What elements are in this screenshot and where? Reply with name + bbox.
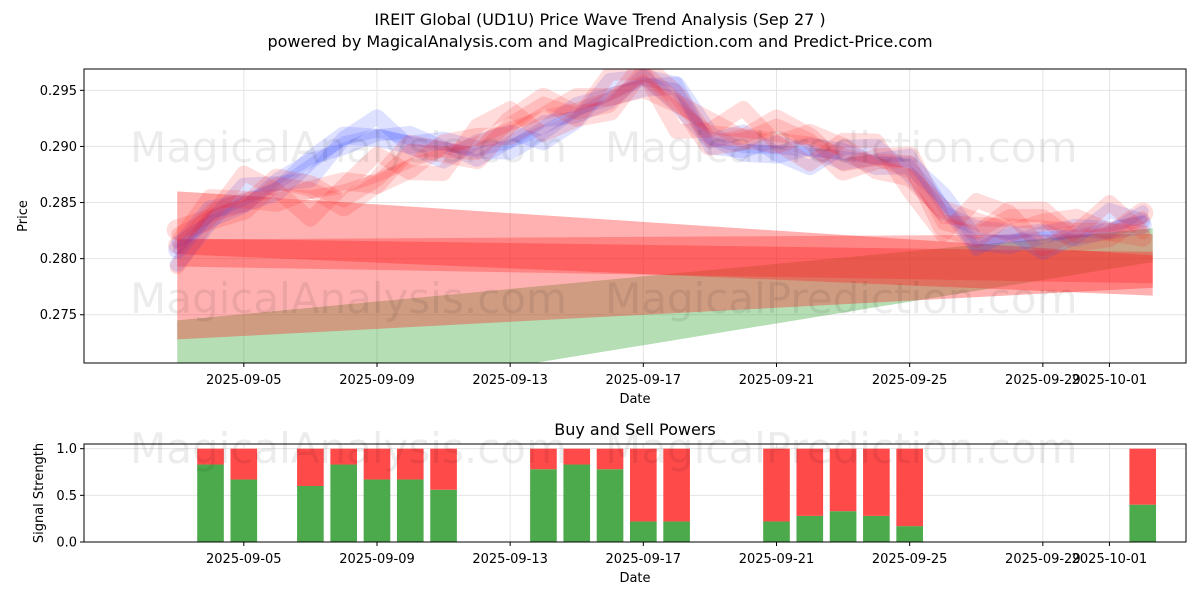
sell-bar xyxy=(363,448,391,480)
watermark-bottom-left: MagicalAnalysis.com xyxy=(130,424,567,473)
buy-bar xyxy=(330,464,358,542)
sell-bar xyxy=(297,448,324,486)
sell-bar xyxy=(563,448,591,465)
x-tick-label: 2025-09-21 xyxy=(739,552,815,567)
buy-bar xyxy=(363,479,391,542)
x-tick-label: 2025-09-05 xyxy=(206,373,282,388)
sell-bar xyxy=(863,448,890,516)
red-band-mid xyxy=(177,233,1153,284)
watermark-top-left: MagicalAnalysis.com xyxy=(130,123,567,172)
x-tick-label: 2025-09-21 xyxy=(739,373,815,388)
buy-bar xyxy=(1129,504,1157,542)
buy-bar xyxy=(896,526,923,542)
chart-subtitle: powered by MagicalAnalysis.com and Magic… xyxy=(267,32,932,51)
price-bands xyxy=(177,191,1153,363)
x-tick-label: 2025-09-05 xyxy=(206,552,282,567)
buy-bar xyxy=(596,469,624,542)
power-y-axis: 0.0 0.5 1.0 xyxy=(56,442,84,551)
price-waves xyxy=(166,69,1154,275)
sell-bar xyxy=(197,448,224,465)
red-band-upper xyxy=(177,191,1153,296)
x-tick-label: 2025-09-25 xyxy=(872,552,948,567)
blue-wave xyxy=(172,76,1148,255)
red-wave xyxy=(171,69,1149,244)
sell-bar xyxy=(230,448,258,480)
blue-wave xyxy=(169,69,1151,272)
x-tick-label: 2025-09-29 xyxy=(1005,552,1081,567)
watermark-bottom-right: MagicalPrediction.com xyxy=(605,424,1078,473)
buy-bar xyxy=(863,515,890,542)
chart-title: IREIT Global (UD1U) Price Wave Trend Ana… xyxy=(374,10,825,29)
y-tick-label: 0.280 xyxy=(40,252,77,267)
red-wave xyxy=(169,69,1151,275)
price-y-label: Price xyxy=(16,200,31,232)
buy-bar xyxy=(829,511,857,542)
sell-bar xyxy=(663,448,690,522)
green-band xyxy=(177,228,1153,363)
buy-bar xyxy=(630,521,657,542)
x-tick-label: 2025-09-13 xyxy=(472,373,548,388)
sell-bar xyxy=(330,448,358,465)
buy-bar xyxy=(197,464,224,542)
watermark-mid-right: MagicalPrediction.com xyxy=(605,274,1078,323)
red-wave xyxy=(172,74,1148,250)
price-x-label: Date xyxy=(619,392,650,407)
sell-bar xyxy=(596,448,624,470)
sell-bar xyxy=(763,448,790,522)
power-y-label: Signal Strength xyxy=(32,443,47,543)
buy-bar xyxy=(297,486,324,542)
buy-bar xyxy=(763,521,790,542)
power-x-label: Date xyxy=(619,571,650,586)
sell-bar xyxy=(630,448,657,522)
price-x-axis: 2025-09-05 2025-09-09 2025-09-13 2025-09-17… xyxy=(206,363,1147,388)
x-tick-label: 2025-09-13 xyxy=(472,552,548,567)
power-plot-frame xyxy=(83,443,1187,543)
x-tick-label: 2025-09-25 xyxy=(872,373,948,388)
buy-bar xyxy=(396,479,424,542)
x-tick-label: 2025-09-17 xyxy=(606,373,682,388)
y-tick-label: 0.275 xyxy=(40,308,77,323)
buy-bar xyxy=(230,479,258,542)
price-y-axis: 0.275 0.280 0.285 0.290 0.295 xyxy=(40,84,84,323)
buy-bar xyxy=(796,515,824,542)
sell-bar xyxy=(530,448,557,470)
buy-bar xyxy=(530,469,557,542)
blue-wave xyxy=(168,76,1152,259)
y-tick-label: 0.285 xyxy=(40,196,77,211)
x-tick-label: 2025-09-09 xyxy=(339,373,415,388)
x-tick-label: 2025-09-29 xyxy=(1005,373,1081,388)
y-tick-label: 1.0 xyxy=(56,442,77,457)
y-tick-label: 0.5 xyxy=(56,489,77,504)
red-band-lower xyxy=(177,238,1153,340)
price-plot-frame xyxy=(83,68,1187,364)
y-tick-label: 0.295 xyxy=(40,84,77,99)
power-bars xyxy=(197,448,1157,542)
red-wave xyxy=(168,79,1152,255)
sell-bar xyxy=(396,448,424,480)
power-chart: Buy and Sell Powers MagicalAnalysis.com … xyxy=(32,420,1187,586)
sell-bar xyxy=(829,448,857,512)
power-x-axis: 2025-09-05 2025-09-09 2025-09-13 2025-09-17… xyxy=(206,542,1147,567)
x-tick-label: 2025-09-17 xyxy=(606,552,682,567)
y-tick-label: 0.0 xyxy=(56,536,77,551)
x-tick-label: 2025-09-09 xyxy=(339,552,415,567)
sell-bar xyxy=(430,448,457,490)
watermark-top-right: MagicalPrediction.com xyxy=(605,123,1078,172)
buy-bar xyxy=(663,521,690,542)
x-tick-label: 2025-10-01 xyxy=(1072,373,1148,388)
buy-bar xyxy=(430,489,457,542)
price-grid xyxy=(84,69,1186,363)
x-tick-label: 2025-10-01 xyxy=(1072,552,1148,567)
red-wave xyxy=(166,69,1154,252)
blue-wave xyxy=(171,69,1149,256)
sell-bar xyxy=(1129,448,1157,505)
power-chart-title: Buy and Sell Powers xyxy=(554,420,716,439)
sell-bar xyxy=(796,448,824,516)
price-chart: MagicalAnalysis.com MagicalPrediction.co… xyxy=(16,68,1187,407)
sell-bar xyxy=(896,448,923,527)
buy-bar xyxy=(563,464,591,542)
watermark-mid-left: MagicalAnalysis.com xyxy=(130,274,567,323)
y-tick-label: 0.290 xyxy=(40,140,77,155)
